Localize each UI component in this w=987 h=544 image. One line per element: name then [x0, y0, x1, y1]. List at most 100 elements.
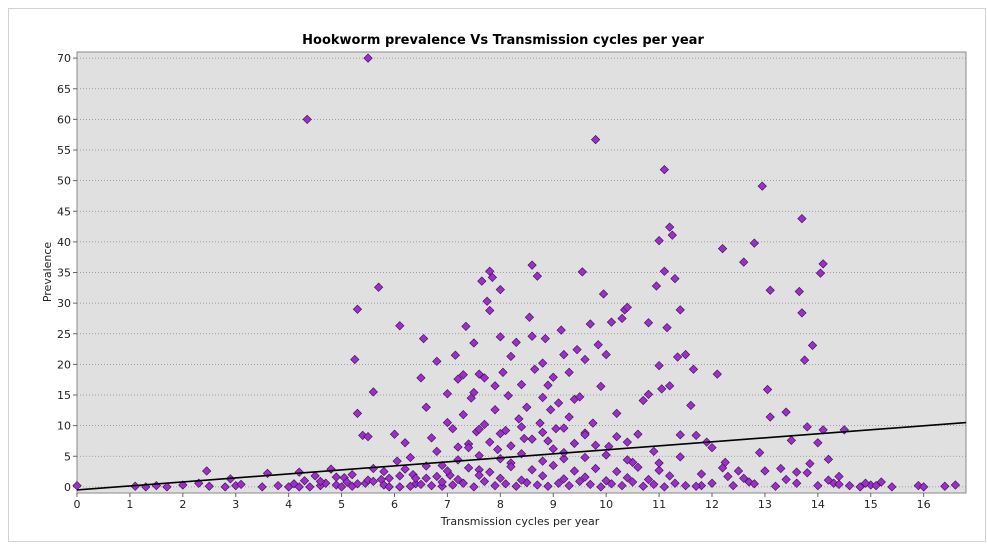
data-point: [384, 473, 394, 483]
data-point: [426, 481, 437, 491]
data-point: [485, 437, 495, 447]
data-point: [506, 441, 516, 451]
y-tick-label: 15: [57, 389, 71, 402]
data-point: [299, 476, 310, 486]
data-point: [569, 466, 580, 476]
data-point: [823, 475, 834, 485]
data-point: [733, 466, 744, 476]
data-point: [797, 308, 807, 318]
x-tick-label: 10: [599, 498, 613, 511]
data-point: [612, 432, 622, 442]
y-tick-label: 40: [57, 236, 71, 249]
data-point: [482, 296, 492, 306]
data-point: [855, 482, 865, 492]
data-point: [765, 285, 775, 295]
data-point: [792, 467, 802, 477]
data-point: [662, 323, 672, 333]
data-point: [487, 272, 498, 283]
x-axis: 0 1 2 3 4 5 6 7 8 9 10 11 12 13 14 15 16: [74, 493, 931, 511]
data-point: [538, 392, 548, 403]
data-point: [405, 452, 415, 463]
data-point: [485, 467, 495, 477]
data-point: [572, 345, 582, 355]
data-point: [633, 462, 643, 472]
data-point: [590, 463, 601, 474]
data-point: [538, 471, 548, 481]
data-point: [649, 479, 659, 490]
data-point: [490, 481, 500, 491]
data-point: [813, 481, 823, 491]
data-point: [680, 349, 691, 360]
data-point: [368, 476, 378, 486]
data-point: [273, 481, 283, 491]
data-point: [236, 479, 246, 490]
data-point: [612, 466, 622, 477]
data-point: [691, 481, 701, 491]
data-point: [416, 373, 426, 383]
data-point: [707, 443, 717, 453]
data-point: [453, 374, 463, 384]
data-point: [532, 271, 542, 281]
data-point: [786, 435, 796, 445]
data-point: [458, 409, 468, 420]
data-point: [495, 285, 505, 295]
data-point: [654, 458, 664, 468]
data-point: [802, 468, 812, 478]
gridlines: [77, 57, 966, 488]
data-point: [400, 464, 410, 474]
data-point: [352, 479, 363, 489]
data-point: [794, 286, 804, 297]
data-point: [527, 331, 537, 341]
data-point: [395, 482, 405, 492]
data-point: [501, 479, 511, 489]
data-point: [352, 304, 363, 314]
data-point: [940, 481, 950, 491]
x-tick-label: 5: [338, 498, 345, 511]
y-tick-label: 35: [57, 267, 71, 280]
data-point: [577, 267, 587, 277]
data-point: [575, 476, 585, 486]
data-point: [559, 349, 569, 360]
data-point: [350, 354, 360, 365]
x-tick-label: 12: [705, 498, 719, 511]
data-point: [543, 380, 553, 390]
y-axis-label: Prevalence: [41, 242, 54, 303]
data-point: [450, 350, 460, 360]
data-point: [765, 412, 775, 422]
x-tick-label: 6: [391, 498, 398, 511]
y-tick-label: 55: [57, 144, 71, 157]
data-point: [580, 430, 590, 440]
trend-line: [76, 421, 967, 491]
data-point: [474, 424, 484, 434]
data-point: [617, 313, 627, 324]
data-point: [622, 302, 632, 313]
y-tick-label: 20: [57, 358, 71, 371]
data-point: [506, 351, 516, 362]
x-tick-label: 4: [285, 498, 292, 511]
x-tick-label: 11: [652, 498, 666, 511]
data-point: [628, 477, 638, 487]
x-tick-label: 2: [179, 498, 186, 511]
data-point: [331, 472, 341, 482]
data-point: [649, 446, 659, 456]
data-point: [601, 450, 611, 460]
data-point: [479, 476, 490, 486]
data-point: [469, 338, 479, 348]
data-point: [469, 482, 479, 492]
data-point: [802, 422, 812, 432]
data-point: [527, 260, 537, 270]
data-point: [516, 379, 527, 390]
data-point: [691, 430, 701, 441]
data-point: [585, 479, 595, 490]
data-point: [516, 422, 527, 432]
data-point: [723, 471, 733, 482]
data-point: [665, 222, 675, 232]
data-point: [506, 462, 516, 472]
data-point: [498, 367, 508, 377]
data-point: [389, 429, 400, 439]
data-point: [432, 356, 442, 366]
data-point: [538, 427, 548, 437]
data-point: [657, 384, 667, 394]
data-point: [590, 134, 601, 145]
